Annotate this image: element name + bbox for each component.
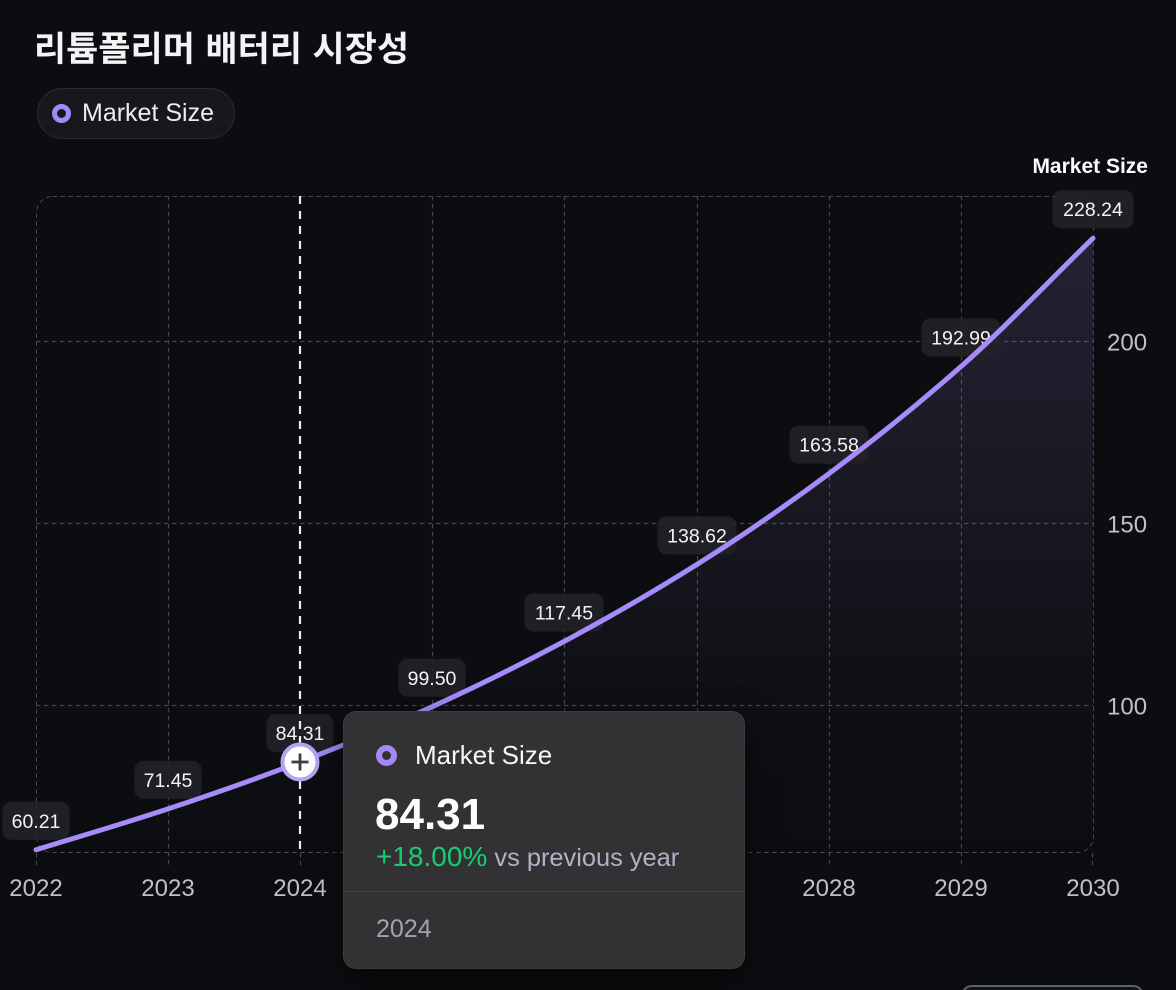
svg-text:71.45: 71.45 — [144, 770, 193, 792]
svg-text:228.24: 228.24 — [1063, 199, 1123, 221]
svg-text:100: 100 — [1107, 694, 1147, 721]
svg-text:192.99: 192.99 — [931, 328, 991, 350]
svg-text:150: 150 — [1107, 512, 1147, 539]
svg-text:2028: 2028 — [802, 875, 855, 902]
svg-text:60.21: 60.21 — [12, 811, 61, 833]
svg-text:2022: 2022 — [9, 875, 62, 902]
svg-text:2029: 2029 — [934, 875, 987, 902]
svg-text:99.50: 99.50 — [408, 668, 457, 690]
svg-text:163.58: 163.58 — [799, 435, 859, 457]
svg-text:200: 200 — [1107, 330, 1147, 357]
svg-text:117.45: 117.45 — [535, 603, 593, 625]
svg-text:84.31: 84.31 — [276, 723, 325, 745]
svg-text:2023: 2023 — [141, 875, 194, 902]
svg-text:2030: 2030 — [1066, 875, 1119, 902]
svg-text:138.62: 138.62 — [667, 525, 727, 547]
svg-text:2024: 2024 — [273, 875, 326, 902]
